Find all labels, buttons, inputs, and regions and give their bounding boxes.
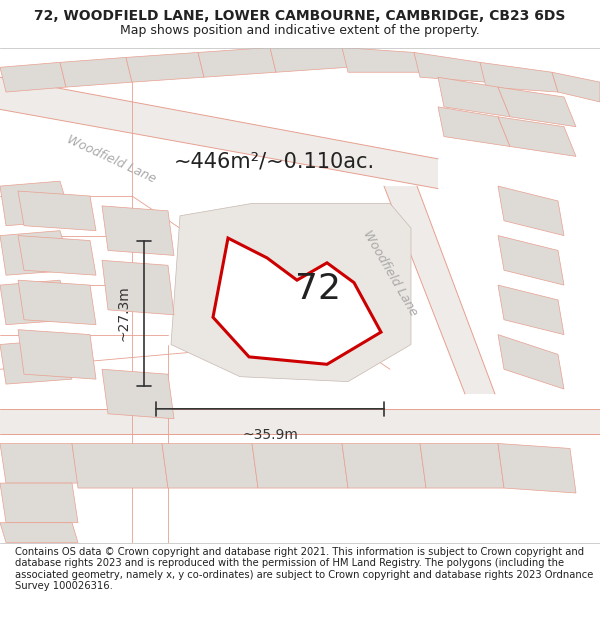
- Polygon shape: [0, 181, 72, 226]
- Polygon shape: [198, 48, 276, 78]
- Polygon shape: [420, 444, 504, 488]
- Polygon shape: [342, 444, 426, 488]
- Polygon shape: [0, 522, 78, 542]
- Text: 72, WOODFIELD LANE, LOWER CAMBOURNE, CAMBRIDGE, CB23 6DS: 72, WOODFIELD LANE, LOWER CAMBOURNE, CAM…: [34, 9, 566, 24]
- Polygon shape: [72, 444, 168, 488]
- Polygon shape: [480, 62, 558, 92]
- Polygon shape: [498, 236, 564, 285]
- Polygon shape: [498, 117, 576, 156]
- Polygon shape: [552, 72, 600, 102]
- Polygon shape: [102, 261, 174, 315]
- Polygon shape: [0, 444, 78, 483]
- Polygon shape: [213, 238, 381, 364]
- Polygon shape: [126, 52, 204, 82]
- Text: ~446m²/~0.110ac.: ~446m²/~0.110ac.: [174, 151, 375, 171]
- Text: Woodfield Lane: Woodfield Lane: [64, 132, 158, 185]
- Polygon shape: [18, 236, 96, 275]
- Polygon shape: [0, 483, 78, 522]
- Polygon shape: [171, 203, 411, 382]
- Polygon shape: [438, 78, 510, 117]
- Text: Woodfield Lane: Woodfield Lane: [360, 228, 420, 318]
- Polygon shape: [498, 285, 564, 334]
- Polygon shape: [102, 206, 174, 256]
- Polygon shape: [18, 191, 96, 231]
- Text: Map shows position and indicative extent of the property.: Map shows position and indicative extent…: [120, 24, 480, 37]
- Polygon shape: [162, 444, 258, 488]
- Polygon shape: [414, 52, 486, 82]
- Polygon shape: [498, 186, 564, 236]
- Polygon shape: [18, 280, 96, 325]
- Polygon shape: [60, 58, 132, 87]
- Text: 72: 72: [295, 272, 341, 306]
- Polygon shape: [498, 87, 576, 127]
- Text: Contains OS data © Crown copyright and database right 2021. This information is : Contains OS data © Crown copyright and d…: [15, 547, 593, 591]
- Text: ~35.9m: ~35.9m: [242, 428, 298, 442]
- Polygon shape: [102, 369, 174, 419]
- Polygon shape: [18, 329, 96, 379]
- Polygon shape: [252, 444, 348, 488]
- Polygon shape: [270, 48, 348, 72]
- Polygon shape: [498, 334, 564, 389]
- Polygon shape: [498, 444, 576, 493]
- Polygon shape: [384, 186, 495, 394]
- Polygon shape: [0, 62, 66, 92]
- Polygon shape: [0, 280, 72, 325]
- Polygon shape: [0, 231, 72, 275]
- Polygon shape: [438, 107, 510, 146]
- Polygon shape: [0, 339, 72, 384]
- Text: ~27.3m: ~27.3m: [117, 286, 131, 341]
- Polygon shape: [342, 48, 420, 72]
- Polygon shape: [0, 78, 438, 189]
- Polygon shape: [0, 409, 600, 434]
